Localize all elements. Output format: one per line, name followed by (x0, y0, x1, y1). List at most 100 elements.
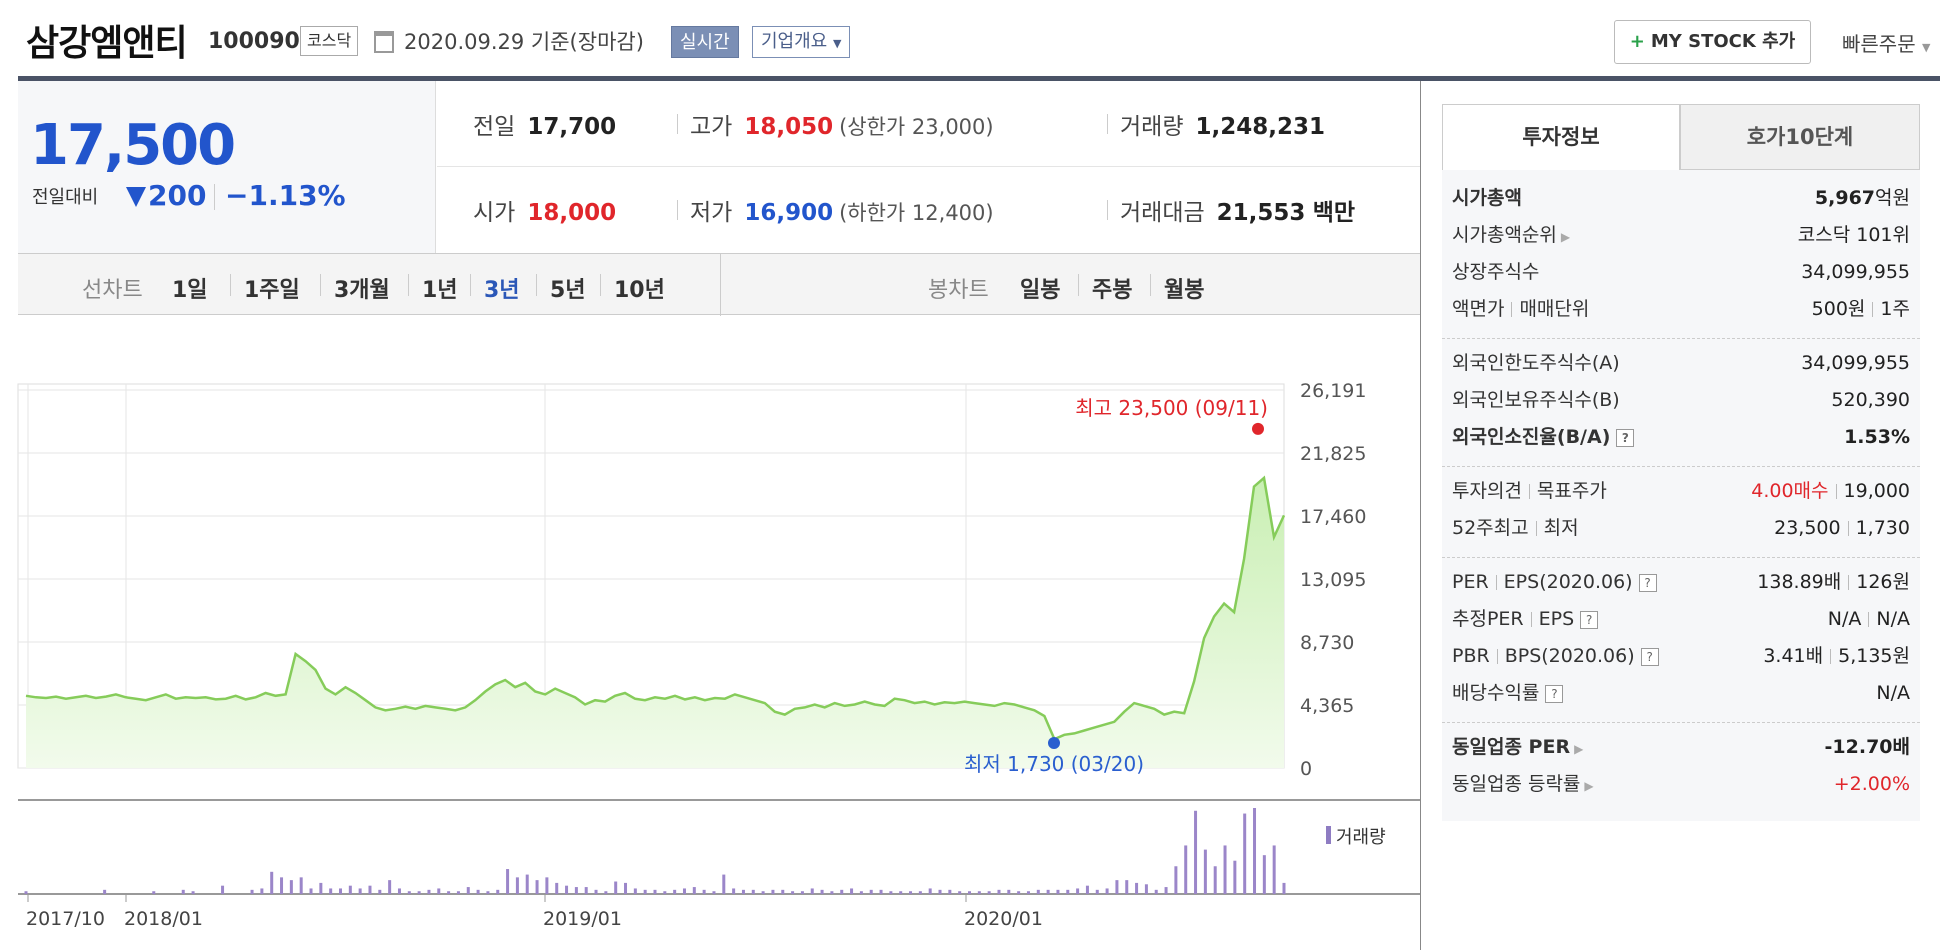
low-value: 16,900 (744, 200, 834, 226)
volume-bar (1095, 889, 1099, 894)
volume-bar (673, 889, 677, 894)
company-overview-dropdown[interactable]: 기업개요 ▼ (752, 26, 851, 58)
volume-bar (1272, 845, 1276, 894)
caret-down-icon: ▼ (1921, 41, 1931, 54)
separator (1107, 200, 1108, 220)
period-1w[interactable]: 1주일 (244, 278, 300, 303)
volume-bar (309, 888, 313, 894)
volume-label: 거래량 (1120, 114, 1184, 140)
help-icon[interactable]: ? (1640, 647, 1659, 666)
separator (230, 274, 231, 296)
volume-bar (476, 889, 480, 894)
volume-bar (889, 891, 893, 894)
mcap-value: 5,967 (1814, 187, 1876, 209)
header-divider (18, 76, 1940, 81)
candle-monthly[interactable]: 월봉 (1164, 278, 1205, 303)
separator (1078, 274, 1079, 296)
par-value: 500원 (1811, 298, 1866, 320)
period-3y[interactable]: 3년 (484, 278, 520, 303)
lower-limit: (하한가 12,400) (839, 201, 994, 225)
volume-bar (958, 891, 962, 894)
separator (1495, 575, 1497, 590)
separator (1835, 484, 1837, 499)
volume-bar (565, 885, 569, 894)
volume-bar (289, 880, 293, 894)
help-icon[interactable]: ? (1545, 684, 1564, 703)
volume-bar (1243, 813, 1247, 894)
volume-bar (506, 869, 510, 894)
volume-bar (368, 885, 372, 894)
y-tick-label: 26,191 (1300, 380, 1366, 402)
candle-daily[interactable]: 일봉 (1020, 278, 1061, 303)
volume-bar (1115, 880, 1119, 894)
tab-investment-info[interactable]: 투자정보 (1442, 104, 1680, 170)
x-tick-label: 2019/01 (543, 908, 622, 930)
volume-bar (181, 889, 185, 894)
period-1y[interactable]: 1년 (422, 278, 458, 303)
volume-bar (1164, 887, 1168, 894)
period-1d[interactable]: 1일 (172, 278, 208, 303)
change-value: 200 (148, 179, 207, 212)
volume-legend: 거래량 (1336, 827, 1386, 848)
volume-bar (663, 891, 667, 894)
volume-bar (840, 889, 844, 894)
mcap-unit: 억원 (1875, 187, 1910, 209)
volume-bar (1253, 808, 1257, 894)
info-row: 전일 17,700 고가 18,050 (상한가 23,000) 거래량 1,248,2… (437, 81, 1420, 167)
add-my-stock-button[interactable]: + MY STOCK 추가 (1614, 20, 1811, 64)
volume-bar (250, 889, 254, 894)
volume-bar (515, 877, 519, 894)
shares-value: 34,099,955 (1801, 261, 1910, 283)
separator (214, 184, 215, 210)
amount-unit: 백만 (1312, 200, 1356, 226)
volume-bar (299, 877, 303, 894)
sector-per-link[interactable]: 동일업종 PER ▶ (1452, 729, 1583, 768)
volume-bar (909, 891, 913, 894)
x-tick-label: 2017/10 (26, 908, 105, 930)
candle-weekly[interactable]: 주봉 (1092, 278, 1133, 303)
volume-bar (820, 889, 824, 894)
separator (1530, 612, 1532, 627)
period-10y[interactable]: 10년 (614, 278, 665, 303)
eps-value: 126원 (1856, 571, 1910, 593)
volume-bar (397, 888, 401, 894)
dividend-value: N/A (1876, 682, 1910, 704)
help-icon[interactable]: ? (1580, 610, 1599, 629)
separator (1511, 302, 1513, 317)
shares-label: 상장주식수 (1452, 261, 1540, 283)
tab-order-book[interactable]: 호가10단계 (1680, 104, 1920, 170)
y-tick-label: 13,095 (1300, 569, 1366, 591)
realtime-button[interactable]: 실시간 (671, 26, 739, 58)
target-label: 목표주가 (1536, 480, 1607, 502)
arrow-right-icon: ▶ (1584, 779, 1594, 793)
volume-bar (643, 889, 647, 894)
high-label: 고가 (690, 114, 733, 140)
period-3m[interactable]: 3개월 (334, 278, 390, 303)
y-tick-label: 21,825 (1300, 443, 1366, 465)
volume-bar (1026, 891, 1030, 894)
volume-bar (329, 888, 333, 894)
quick-order-button[interactable]: 빠른주문 ▼ (1842, 28, 1930, 57)
volume-bar (348, 885, 352, 894)
stock-code: 100090 (208, 29, 300, 54)
upper-limit: (상한가 23,000) (839, 115, 994, 139)
volume-bar (938, 889, 942, 894)
foreign-limit-label: 외국인한도주식수(A) (1452, 352, 1620, 374)
help-icon[interactable]: ? (1638, 573, 1657, 592)
volume-bar (447, 891, 451, 894)
help-icon[interactable]: ? (1616, 428, 1635, 447)
sector-change-link[interactable]: 동일업종 등락률 ▶ (1452, 766, 1594, 805)
company-overview-label: 기업개요 (761, 31, 828, 52)
stock-name: 삼강엠앤티 (26, 23, 188, 64)
foreign-rate-label: 외국인소진율(B/A) (1452, 426, 1611, 448)
volume-bar (987, 891, 991, 894)
price-info-table: 전일 17,700 고가 18,050 (상한가 23,000) 거래량 1,248,2… (437, 81, 1420, 253)
opinion-section: 투자의견 목표주가 4.00매수 19,000 52주최고 최저 23,500 1,730 (1442, 467, 1920, 558)
w52-high-value: 23,500 (1774, 517, 1841, 539)
period-5y[interactable]: 5년 (550, 278, 586, 303)
max-label: 최고 23,500 (09/11) (1075, 396, 1268, 420)
x-tick-label: 2018/01 (124, 908, 203, 930)
amount-label: 거래대금 (1120, 200, 1205, 226)
volume-bar (466, 887, 470, 894)
mcap-rank-link[interactable]: 시가총액순위 ▶ (1452, 217, 1570, 256)
